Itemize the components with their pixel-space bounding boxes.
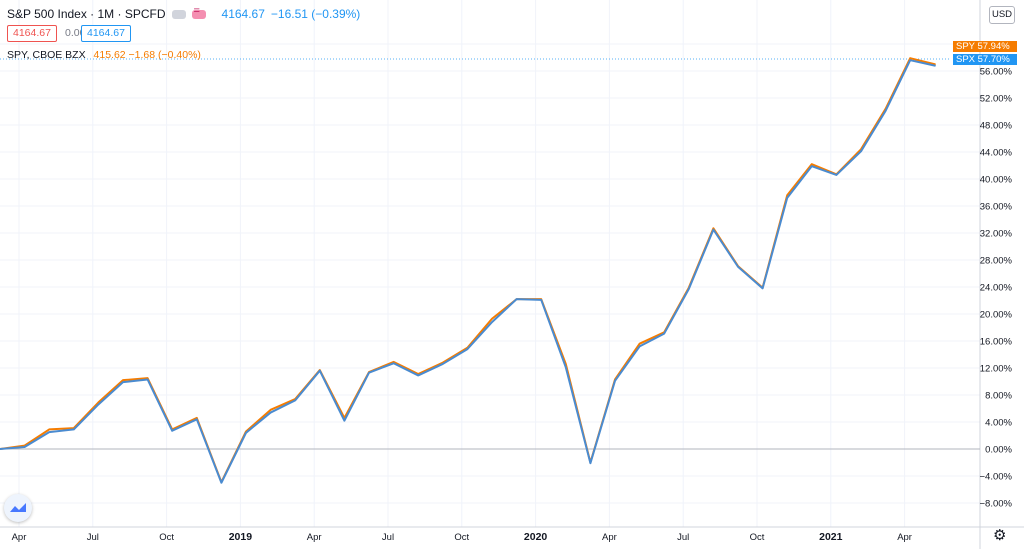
x-tick-label: 2019	[229, 531, 253, 543]
y-tick-label: 24.00%	[980, 283, 1013, 294]
y-tick-label: 32.00%	[980, 229, 1013, 240]
y-tick-label: −8.00%	[980, 499, 1013, 510]
x-axis-tick-labels: Apr Jul Oct 2019 Apr Jul Oct 2020 Apr Jul Oct 2021 A…	[12, 531, 912, 543]
x-tick-label: Apr	[307, 532, 322, 543]
compare-symbol-values: 415.62 −1.68 (−0.40%)	[93, 49, 201, 61]
x-tick-label: Jul	[677, 532, 689, 543]
y-tick-label: 44.00%	[980, 148, 1013, 159]
x-tick-label: Jul	[87, 532, 99, 543]
buy-price-button[interactable]: 4164.67	[81, 25, 131, 42]
series-line-spx	[0, 59, 936, 484]
sell-price-button[interactable]: 4164.67	[7, 25, 57, 42]
tradingview-logo-icon[interactable]	[4, 494, 32, 522]
price-change: −16.51 (−0.39%)	[270, 7, 361, 21]
x-tick-label: Jul	[382, 532, 394, 543]
x-tick-label: 2020	[524, 531, 548, 543]
last-price: 4164.67	[221, 7, 265, 21]
y-tick-label: 0.00%	[985, 445, 1012, 456]
settings-gear-icon[interactable]: ⚙	[993, 527, 1007, 544]
y-tick-label: 52.00%	[980, 94, 1013, 105]
symbol-title[interactable]: S&P 500 Index · 1M · SPCFD	[7, 7, 166, 21]
chart-header: S&P 500 Index · 1M · SPCFD 4164.67 −16.5…	[7, 5, 361, 22]
spx-last-value-tag: SPX 57.70%	[953, 54, 1017, 65]
chart-series	[0, 57, 936, 484]
x-tick-label: Oct	[159, 532, 174, 543]
x-tick-label: Apr	[897, 532, 912, 543]
y-tick-label: 36.00%	[980, 202, 1013, 213]
y-tick-label: 28.00%	[980, 256, 1013, 267]
compare-symbol-label: SPY, CBOE BZX	[7, 49, 86, 61]
x-tick-label: Oct	[750, 532, 765, 543]
y-tick-label: 48.00%	[980, 121, 1013, 132]
y-axis-tick-labels: 60.00%56.00%52.00%48.00%44.00%40.00%36.0…	[980, 40, 1013, 510]
spy-last-value-tag: SPY 57.94%	[953, 41, 1017, 52]
series-line-spy	[0, 57, 936, 484]
currency-button[interactable]: USD	[989, 6, 1015, 24]
hide-legend-icon[interactable]	[171, 9, 186, 19]
y-tick-label: 12.00%	[980, 364, 1013, 375]
y-tick-label: 16.00%	[980, 337, 1013, 348]
y-tick-label: 4.00%	[985, 418, 1012, 429]
equals-icon[interactable]	[191, 5, 206, 19]
x-tick-label: Apr	[12, 532, 27, 543]
x-tick-label: 2021	[819, 531, 843, 543]
x-tick-label: Oct	[454, 532, 469, 543]
compare-legend[interactable]: SPY, CBOE BZX 415.62 −1.68 (−0.40%)	[7, 49, 201, 61]
y-tick-label: 40.00%	[980, 175, 1013, 186]
x-tick-label: Apr	[602, 532, 617, 543]
y-tick-label: 56.00%	[980, 67, 1013, 78]
chart-grid	[0, 0, 980, 527]
y-tick-label: −4.00%	[980, 472, 1013, 483]
y-tick-label: 20.00%	[980, 310, 1013, 321]
y-tick-label: 8.00%	[985, 391, 1012, 402]
